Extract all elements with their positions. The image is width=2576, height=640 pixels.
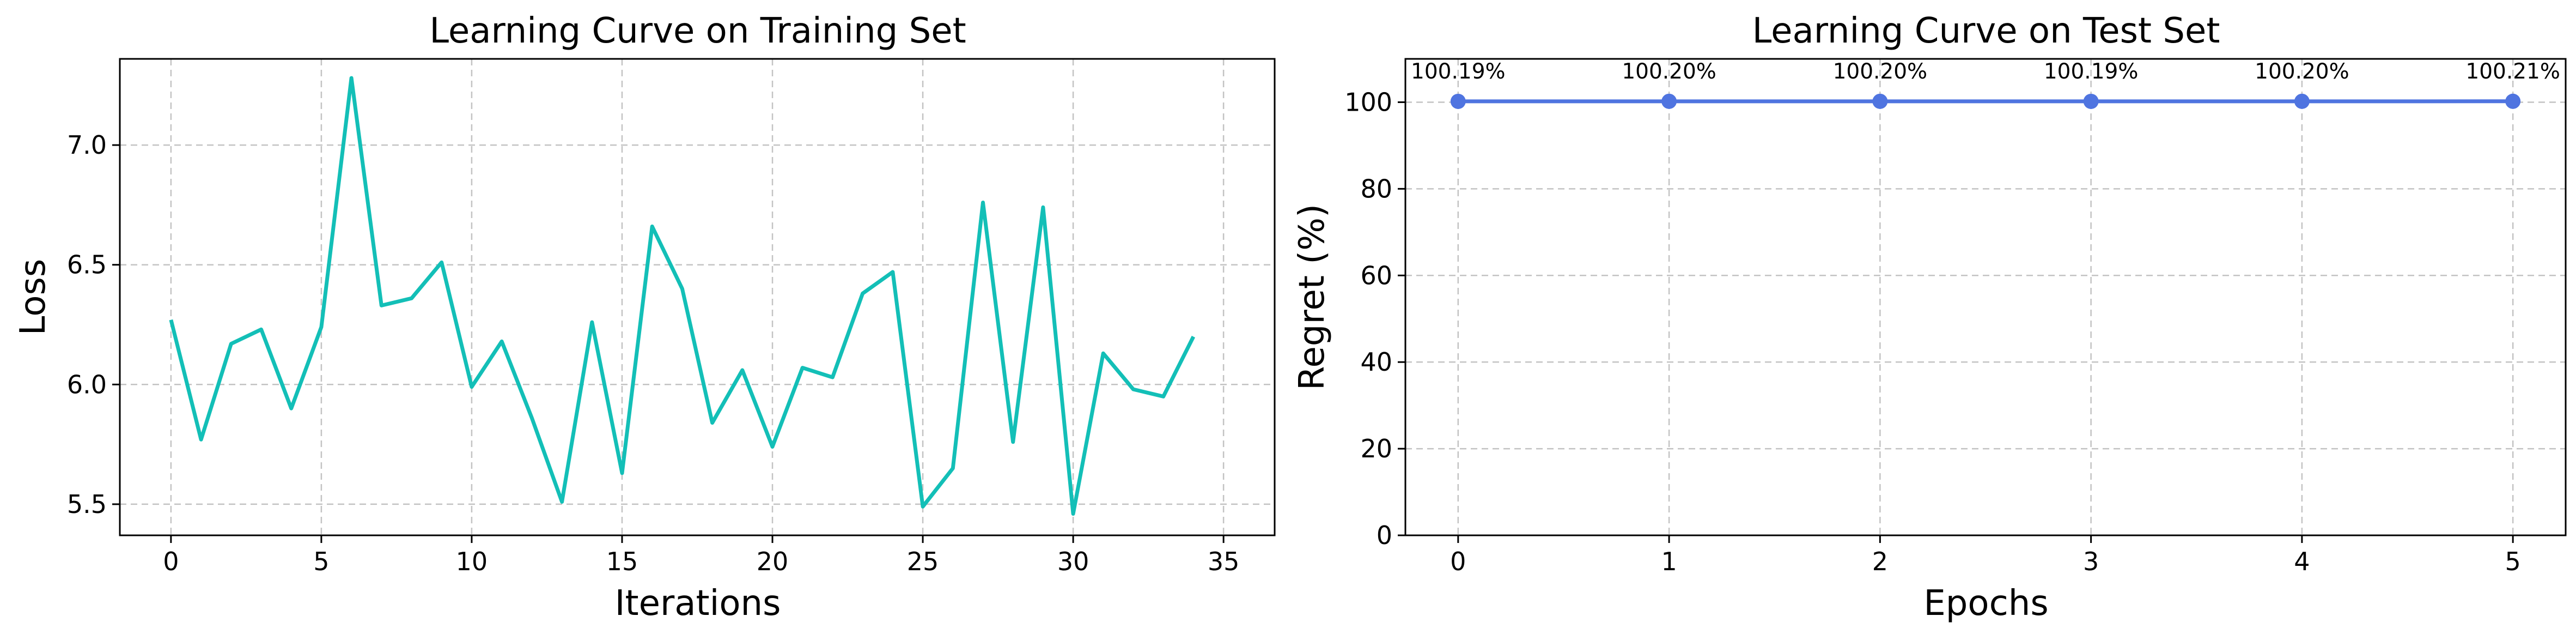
y-tick-label: 0: [1377, 521, 1392, 550]
training-ticks: 0 5 10 15 20 25 30 35 5.5 6.0 6.5 7.0: [67, 130, 1240, 576]
test-x-axis-label: Epochs: [1923, 583, 2048, 624]
data-point: [2294, 93, 2310, 109]
data-point: [1872, 93, 1888, 109]
y-tick-label: 6.0: [67, 370, 107, 399]
x-tick-label: 0: [163, 547, 179, 576]
x-tick-label: 30: [1057, 547, 1089, 576]
data-label: 100.19%: [1411, 59, 1506, 84]
test-plot-frame: [1404, 58, 2567, 536]
x-tick-label: 0: [1450, 547, 1466, 576]
data-point: [2505, 93, 2521, 109]
training-chart-title: Learning Curve on Training Set: [429, 11, 966, 51]
data-point: [1450, 93, 1466, 109]
x-tick-label: 4: [2294, 547, 2310, 576]
data-point: [1661, 93, 1677, 109]
x-tick-label: 5: [313, 547, 329, 576]
y-tick-label: 7.0: [67, 130, 107, 160]
x-tick-label: 10: [456, 547, 488, 576]
x-tick-label: 15: [606, 547, 638, 576]
test-data-labels: 100.19% 100.20% 100.20% 100.19% 100.20% 100.2…: [1411, 59, 2560, 84]
x-tick-label: 3: [2083, 547, 2099, 576]
x-tick-label: 2: [1872, 547, 1888, 576]
test-chart-title: Learning Curve on Test Set: [1752, 11, 2220, 51]
training-chart: Learning Curve on Training Set 0 5 10 15 20 2…: [13, 11, 1276, 624]
x-tick-label: 1: [1661, 547, 1677, 576]
training-grid: [120, 59, 1275, 535]
y-tick-label: 60: [1360, 261, 1392, 290]
training-x-axis-label: Iterations: [615, 583, 781, 624]
data-point: [2083, 93, 2099, 109]
test-grid: [1405, 59, 2566, 536]
test-ticks: 0 1 2 3 4 5 0 20 40 60 80 100: [1344, 87, 2521, 576]
y-tick-label: 6.5: [67, 250, 107, 280]
data-label: 100.21%: [2465, 59, 2560, 84]
data-label: 100.19%: [2044, 59, 2139, 84]
test-regret-points: [1450, 93, 2521, 109]
training-plot-frame: [119, 58, 1276, 536]
data-label: 100.20%: [1833, 59, 1928, 84]
x-tick-label: 20: [757, 547, 789, 576]
y-tick-label: 100: [1344, 87, 1392, 117]
y-tick-label: 20: [1360, 434, 1392, 463]
x-tick-label: 25: [907, 547, 939, 576]
y-tick-label: 80: [1360, 174, 1392, 203]
x-tick-label: 35: [1208, 547, 1240, 576]
x-tick-label: 5: [2505, 547, 2521, 576]
data-label: 100.20%: [2255, 59, 2349, 84]
training-loss-line: [169, 76, 1196, 516]
data-label: 100.20%: [1622, 59, 1716, 84]
y-tick-label: 40: [1360, 347, 1392, 377]
training-y-axis-label: Loss: [13, 259, 53, 335]
test-y-axis-label: Regret (%): [1292, 204, 1332, 390]
test-chart: Learning Curve on Test Set 0 1 2 3 4 5 0 20 40 60…: [1292, 11, 2567, 624]
y-tick-label: 5.5: [67, 490, 107, 519]
